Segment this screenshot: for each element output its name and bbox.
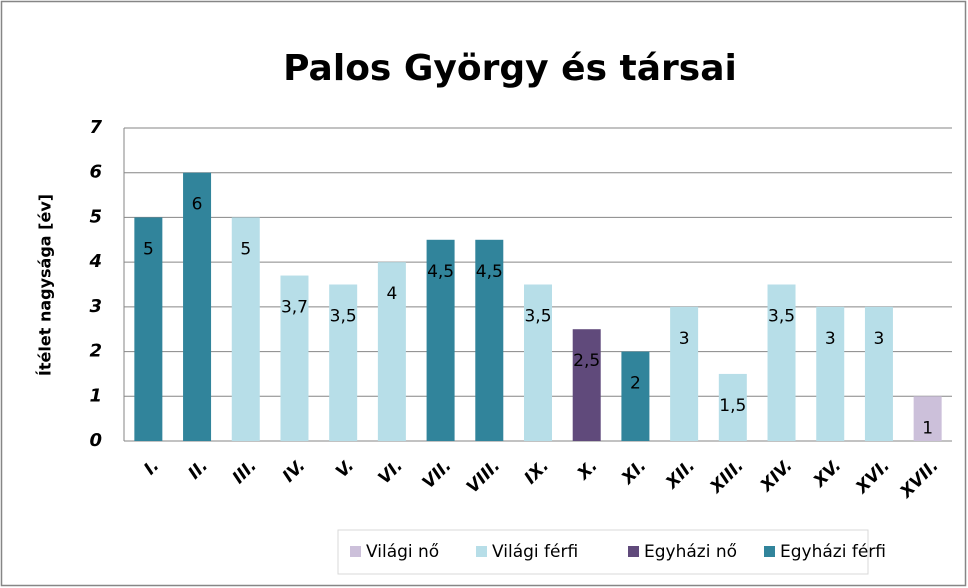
y-tick-label: 6	[89, 162, 102, 183]
data-label: 2,5	[573, 351, 600, 371]
bar	[913, 396, 942, 441]
data-label: 4,5	[476, 262, 503, 282]
data-label: 3	[874, 329, 885, 349]
y-axis-label: Ítélet nagysága [év]	[36, 194, 55, 376]
bar	[718, 373, 747, 441]
legend-label: Világi férfi	[492, 542, 578, 562]
data-label: 3,5	[524, 307, 551, 327]
y-tick-label: 0	[89, 430, 102, 451]
data-label: 4	[386, 284, 397, 304]
y-tick-label: 5	[89, 206, 102, 227]
bar	[329, 284, 358, 441]
y-tick-label: 7	[89, 117, 102, 138]
legend-box	[337, 529, 869, 575]
data-label: 2	[630, 374, 641, 394]
bar	[670, 306, 699, 441]
data-label: 6	[192, 195, 203, 215]
data-label: 1,5	[719, 396, 746, 416]
data-label: 3,5	[768, 307, 795, 327]
legend-label: Egyházi nő	[644, 542, 737, 562]
legend-swatch	[764, 546, 775, 557]
bar	[816, 306, 845, 441]
data-label: 3,5	[330, 307, 357, 327]
bar	[377, 262, 406, 441]
legend-swatch	[628, 546, 639, 557]
bar	[621, 351, 650, 441]
bar	[183, 172, 212, 441]
data-label: 1	[922, 418, 933, 438]
bar	[426, 239, 455, 441]
data-label: 4,5	[427, 262, 454, 282]
bar	[134, 217, 163, 441]
bar	[475, 239, 504, 441]
data-label: 5	[143, 239, 154, 259]
data-label: 3	[825, 329, 836, 349]
y-tick-label: 2	[89, 341, 102, 362]
y-tick-label: 4	[88, 251, 102, 272]
bar	[524, 284, 552, 441]
legend-label: Világi nő	[366, 542, 439, 562]
bar	[767, 284, 796, 441]
legend-swatch	[476, 546, 487, 557]
legend-label: Egyházi férfi	[780, 542, 886, 562]
y-tick-label: 3	[89, 296, 102, 317]
y-tick-label: 1	[89, 385, 102, 406]
data-label: 3	[679, 329, 690, 349]
data-label: 5	[240, 239, 251, 259]
chart-title: Palos György és társai	[283, 48, 737, 89]
bar	[231, 217, 260, 441]
bar	[572, 329, 601, 441]
data-label: 3,7	[281, 298, 308, 318]
legend-swatch	[350, 546, 361, 557]
bar	[864, 306, 893, 441]
bar	[280, 275, 309, 441]
